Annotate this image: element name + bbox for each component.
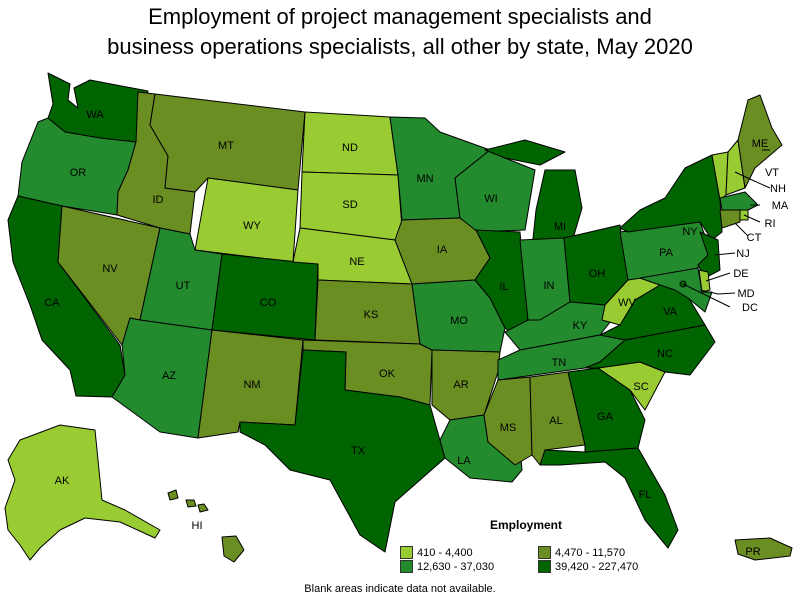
legend-title: Employment: [490, 518, 563, 532]
label-AR: AR: [453, 379, 468, 391]
label-OR: OR: [70, 167, 87, 179]
label-OK: OK: [379, 368, 396, 380]
state-MT[interactable]: [149, 93, 306, 193]
state-labels: WA OR CA NV ID MT WY UT AZ CO NM ND SD N…: [44, 109, 789, 558]
legend-swatch-2: [538, 545, 551, 559]
label-NM: NM: [243, 379, 260, 391]
legend-label-4: 39,420 - 227,470: [555, 561, 639, 573]
label-MA: MA: [772, 200, 789, 212]
label-UT: UT: [176, 280, 191, 292]
legend-label-2: 4,470 - 11,570: [555, 547, 626, 559]
label-SD: SD: [342, 199, 357, 211]
state-MD[interactable]: [639, 267, 713, 313]
label-IA: IA: [437, 244, 448, 256]
label-MO: MO: [450, 315, 468, 327]
label-CA: CA: [44, 297, 60, 309]
label-NV: NV: [102, 263, 118, 275]
label-MS: MS: [500, 422, 517, 434]
label-KY: KY: [573, 320, 588, 332]
state-NC[interactable]: [584, 324, 716, 376]
state-ME[interactable]: [737, 94, 783, 189]
label-AK: AK: [55, 475, 70, 487]
label-PA: PA: [659, 247, 674, 259]
label-NC: NC: [657, 348, 673, 360]
legend-swatch-3: [400, 559, 413, 573]
label-MN: MN: [416, 173, 433, 185]
label-MT: MT: [218, 140, 234, 152]
legend-item-3: 12,630 - 37,030: [400, 559, 495, 574]
label-CO: CO: [260, 297, 277, 309]
label-HI: HI: [192, 520, 203, 532]
label-MD: MD: [737, 288, 754, 300]
label-NJ: NJ: [736, 248, 749, 260]
label-WV: WV: [618, 297, 636, 309]
label-TX: TX: [351, 445, 366, 457]
label-MI: MI: [554, 221, 566, 233]
state-HI[interactable]: [167, 489, 245, 563]
label-KS: KS: [364, 309, 379, 321]
legend-label-1: 410 - 4,400: [417, 547, 473, 559]
label-TN: TN: [552, 357, 567, 369]
state-MA[interactable]: [719, 191, 759, 211]
label-ND: ND: [342, 142, 358, 154]
label-LA: LA: [457, 455, 471, 467]
map-title: Employment of project management special…: [0, 2, 800, 62]
legend-item-2: 4,470 - 11,570: [538, 545, 626, 560]
label-ID: ID: [153, 194, 164, 206]
label-WA: WA: [86, 109, 104, 121]
label-IL: IL: [499, 281, 508, 293]
label-VA: VA: [663, 306, 678, 318]
label-OH: OH: [589, 268, 606, 280]
legend-swatch-4: [538, 559, 551, 573]
legend-swatch-1: [400, 545, 413, 559]
leader-lines: [682, 149, 771, 308]
label-WY: WY: [243, 220, 261, 232]
label-AL: AL: [549, 415, 562, 427]
label-WI: WI: [484, 193, 497, 205]
state-FL[interactable]: [539, 447, 679, 549]
legend-label-3: 12,630 - 37,030: [417, 561, 495, 573]
label-CT: CT: [747, 232, 762, 244]
label-NH: NH: [770, 183, 786, 195]
label-DC: DC: [742, 302, 758, 314]
state-TX[interactable]: [239, 349, 446, 553]
label-DE: DE: [733, 268, 748, 280]
label-ME: ME: [752, 138, 769, 150]
label-PR: PR: [745, 546, 760, 558]
state-AK[interactable]: [4, 424, 161, 561]
label-RI: RI: [765, 218, 776, 230]
label-NY: NY: [682, 226, 698, 238]
legend-item-4: 39,420 - 227,470: [538, 559, 639, 574]
legend-item-1: 410 - 4,400: [400, 545, 473, 560]
label-AZ: AZ: [162, 370, 176, 382]
label-NE: NE: [349, 256, 364, 268]
state-PR[interactable]: [734, 537, 793, 561]
map-title-line2: business operations specialists, all oth…: [107, 34, 693, 59]
label-FL: FL: [639, 489, 652, 501]
footnote: Blank areas indicate data not available.: [304, 583, 496, 595]
map-title-line1: Employment of project management special…: [148, 4, 652, 29]
label-SC: SC: [633, 381, 648, 393]
label-GA: GA: [597, 411, 614, 423]
label-VT: VT: [765, 167, 779, 179]
label-IN: IN: [544, 280, 555, 292]
